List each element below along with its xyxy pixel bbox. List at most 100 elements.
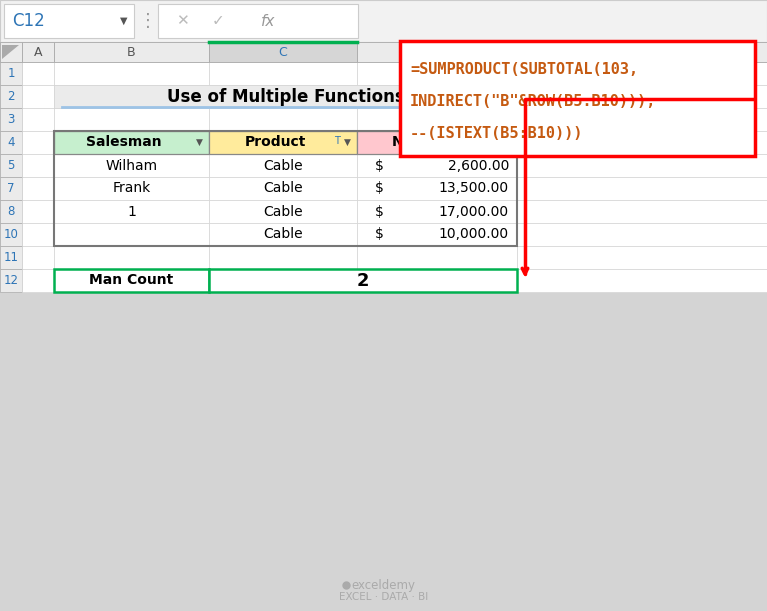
Text: Salesman: Salesman	[86, 136, 161, 150]
Text: 5: 5	[8, 159, 15, 172]
Bar	[357, 269, 517, 292]
Bar	[54, 223, 209, 246]
Bar	[209, 62, 357, 85]
Bar	[209, 223, 357, 246]
Bar	[0, 269, 22, 292]
Text: 𝖳: 𝖳	[334, 136, 340, 147]
Text: ▼: ▼	[344, 138, 351, 147]
Text: 13,500.00: 13,500.00	[439, 181, 509, 196]
Bar	[0, 177, 22, 200]
Text: Cable: Cable	[263, 227, 303, 241]
Bar	[357, 131, 517, 154]
Text: EXCEL · DATA · BI: EXCEL · DATA · BI	[339, 592, 428, 602]
Text: ▼: ▼	[120, 16, 128, 26]
Bar	[54, 131, 209, 154]
Bar	[22, 62, 54, 85]
Bar	[517, 223, 767, 246]
Bar	[54, 85, 517, 108]
Bar	[517, 200, 767, 223]
Bar	[357, 200, 517, 223]
Text: Product: Product	[245, 136, 306, 150]
Text: 11: 11	[4, 251, 18, 264]
Bar	[517, 85, 767, 108]
Bar	[54, 154, 209, 177]
Text: =SUMPRODUCT(SUBTOTAL(103,: =SUMPRODUCT(SUBTOTAL(103,	[410, 62, 638, 76]
Text: 2: 2	[357, 271, 369, 290]
Text: A: A	[34, 45, 42, 59]
Text: 1: 1	[127, 205, 136, 219]
Text: 1: 1	[7, 67, 15, 80]
Bar	[357, 223, 517, 246]
Text: INDIRECT("B"&ROW(B5:B10))),: INDIRECT("B"&ROW(B5:B10))),	[410, 93, 657, 109]
Bar	[22, 200, 54, 223]
Text: --(ISTEXT(B5:B10))): --(ISTEXT(B5:B10)))	[410, 125, 584, 141]
Bar	[209, 131, 357, 154]
Bar	[209, 269, 517, 292]
Bar	[22, 223, 54, 246]
Bar	[54, 200, 209, 223]
Text: C12: C12	[12, 12, 44, 30]
Bar	[54, 42, 209, 62]
Text: fx: fx	[261, 13, 275, 29]
Bar	[54, 131, 517, 246]
Bar	[209, 269, 357, 292]
Bar	[54, 85, 209, 108]
Text: ✕: ✕	[176, 13, 189, 29]
Bar	[517, 108, 767, 131]
Text: Frank: Frank	[113, 181, 150, 196]
Text: $: $	[374, 181, 384, 196]
Text: Cable: Cable	[263, 205, 303, 219]
Text: $: $	[374, 158, 384, 172]
Bar	[0, 85, 22, 108]
Bar	[54, 131, 209, 154]
Bar	[209, 85, 357, 108]
Bar	[0, 42, 22, 62]
Bar	[517, 269, 767, 292]
Bar	[4, 4, 134, 38]
Bar	[0, 223, 22, 246]
Bar	[357, 177, 517, 200]
Bar	[209, 131, 357, 154]
Text: $: $	[374, 227, 384, 241]
Text: D: D	[432, 45, 442, 59]
Text: exceldemy: exceldemy	[351, 579, 416, 591]
Text: C: C	[278, 45, 288, 59]
Bar	[517, 42, 767, 62]
Text: Cable: Cable	[263, 181, 303, 196]
Bar	[517, 154, 767, 177]
Bar	[517, 131, 767, 154]
Text: 10: 10	[4, 228, 18, 241]
Text: B: B	[127, 45, 136, 59]
Bar	[209, 154, 357, 177]
Text: $: $	[374, 205, 384, 219]
Bar	[54, 108, 209, 131]
Text: Cable: Cable	[263, 158, 303, 172]
Text: 10,000.00: 10,000.00	[439, 227, 509, 241]
Text: ▼: ▼	[196, 138, 202, 147]
Bar	[54, 177, 209, 200]
Bar	[22, 42, 54, 62]
Text: ▼: ▼	[504, 138, 510, 147]
Bar	[517, 177, 767, 200]
Text: 8: 8	[8, 205, 15, 218]
Bar	[0, 131, 22, 154]
Bar	[209, 108, 357, 131]
Bar	[400, 41, 755, 156]
Bar	[357, 154, 517, 177]
Bar	[209, 177, 357, 200]
Bar	[22, 177, 54, 200]
Text: 2: 2	[7, 90, 15, 103]
Text: Man Count: Man Count	[90, 274, 173, 288]
Text: Use of Multiple Functions: Use of Multiple Functions	[166, 87, 404, 106]
Polygon shape	[2, 45, 19, 59]
Text: ⋮: ⋮	[139, 12, 157, 30]
Text: 2,600.00: 2,600.00	[448, 158, 509, 172]
Bar	[209, 42, 357, 62]
Bar	[54, 62, 209, 85]
Bar	[22, 154, 54, 177]
Bar	[0, 108, 22, 131]
Bar	[54, 246, 209, 269]
Bar	[357, 108, 517, 131]
Text: Wilham: Wilham	[105, 158, 157, 172]
Text: 7: 7	[7, 182, 15, 195]
